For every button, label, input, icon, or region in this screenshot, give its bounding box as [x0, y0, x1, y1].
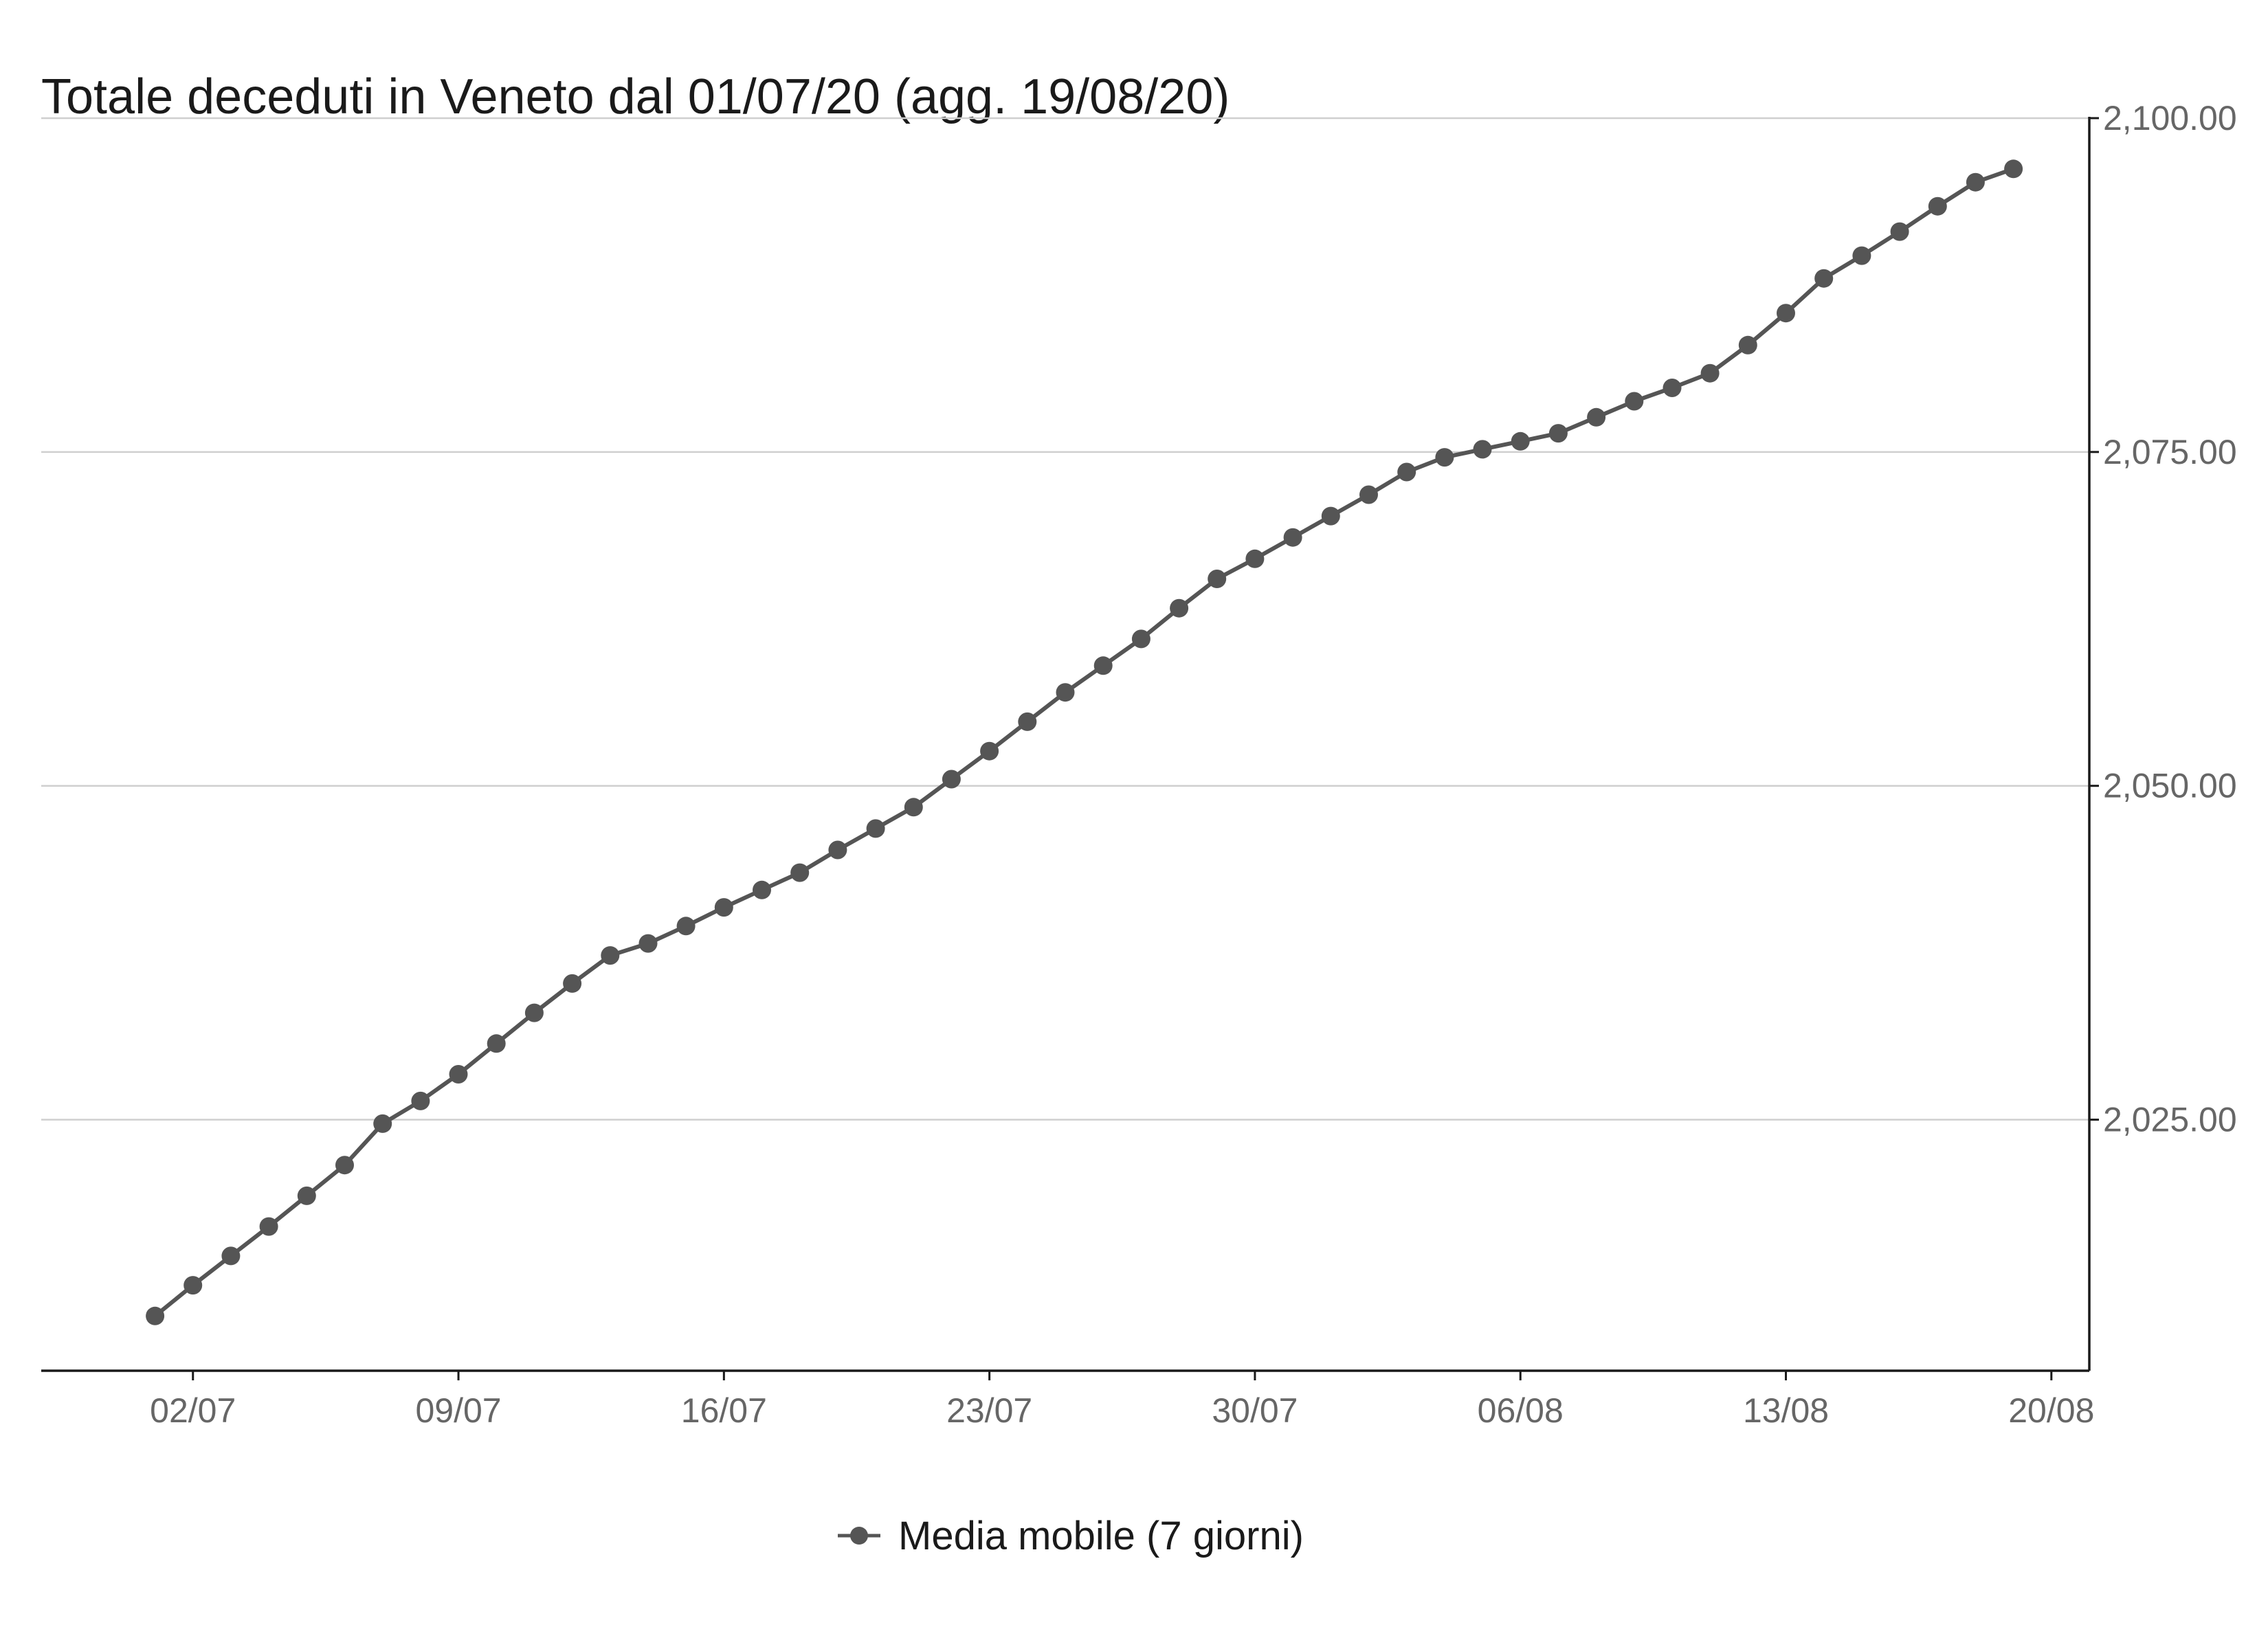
x-tick-label: 13/08 [1743, 1391, 1829, 1430]
data-point [373, 1114, 392, 1133]
data-point [1359, 485, 1378, 504]
data-point [487, 1034, 506, 1053]
x-tick-label: 20/08 [2008, 1391, 2094, 1430]
chart-title: Totale deceduti in Veneto dal 01/07/20 (… [41, 69, 1230, 124]
data-point [980, 741, 999, 761]
data-point [221, 1246, 241, 1266]
y-tick-label: 2,100.00 [2103, 99, 2237, 137]
data-point [563, 974, 582, 993]
gridlines [41, 117, 2089, 1121]
data-point [1966, 172, 1985, 192]
data-point [449, 1065, 468, 1084]
x-tick-label: 06/08 [1478, 1391, 1564, 1430]
x-tick-label: 23/07 [946, 1391, 1032, 1430]
axes [41, 117, 2091, 1372]
y-tick-label: 2,025.00 [2103, 1101, 2237, 1139]
legend: Media mobile (7 giorni) [835, 1505, 1304, 1567]
data-point [2004, 159, 2023, 179]
series-media-mobile [146, 159, 2023, 1325]
data-point [1548, 424, 1568, 443]
data-point [866, 819, 885, 838]
data-point [1093, 656, 1113, 675]
data-point [638, 934, 658, 953]
data-point [1397, 462, 1416, 482]
legend-label: Media mobile (7 giorni) [898, 1513, 1304, 1558]
data-point [1056, 683, 1075, 702]
y-tick-label: 2,075.00 [2103, 433, 2237, 471]
data-point [1625, 392, 1644, 411]
data-point [335, 1156, 354, 1175]
data-point [146, 1306, 165, 1325]
data-point [1435, 448, 1454, 467]
data-point [942, 770, 961, 789]
data-point [676, 917, 696, 936]
data-point [1283, 528, 1302, 547]
data-point [297, 1186, 316, 1205]
data-point [1018, 712, 1037, 731]
data-point [1890, 222, 1909, 241]
data-point [1587, 407, 1606, 427]
data-point [1852, 246, 1871, 265]
series-line [153, 166, 2016, 1319]
data-point [1131, 629, 1150, 649]
x-tick-label: 30/07 [1212, 1391, 1298, 1430]
x-tick-label: 02/07 [150, 1391, 236, 1430]
x-tick-label: 09/07 [415, 1391, 501, 1430]
data-point [259, 1217, 278, 1236]
data-point [790, 863, 810, 882]
data-point [1208, 570, 1227, 588]
data-point [411, 1091, 430, 1110]
data-point [1928, 197, 1947, 216]
data-point [1321, 506, 1340, 526]
data-point [904, 798, 923, 817]
data-point [714, 898, 733, 917]
legend-marker-icon [838, 1527, 880, 1545]
data-point [184, 1276, 203, 1295]
data-point [1777, 304, 1795, 323]
data-point [524, 1003, 544, 1022]
x-axis-ticks: 02/07 09/07 16/07 23/07 30/07 06/08 13/08 20/08 [150, 1371, 2094, 1430]
data-point [1663, 379, 1682, 397]
data-point [1814, 269, 1834, 288]
data-point [1738, 335, 1757, 355]
y-tick-label: 2,050.00 [2103, 767, 2237, 805]
y-axis-ticks: 2,025.00 2,050.00 2,075.00 2,100.00 [2089, 99, 2237, 1139]
data-point [1473, 440, 1492, 459]
x-tick-label: 16/07 [681, 1391, 767, 1430]
data-point [1245, 549, 1265, 568]
data-point [601, 946, 620, 965]
data-point [1700, 363, 1720, 383]
data-point [1170, 598, 1189, 618]
data-point [1511, 431, 1530, 451]
data-point [828, 840, 847, 860]
data-point [753, 880, 771, 899]
